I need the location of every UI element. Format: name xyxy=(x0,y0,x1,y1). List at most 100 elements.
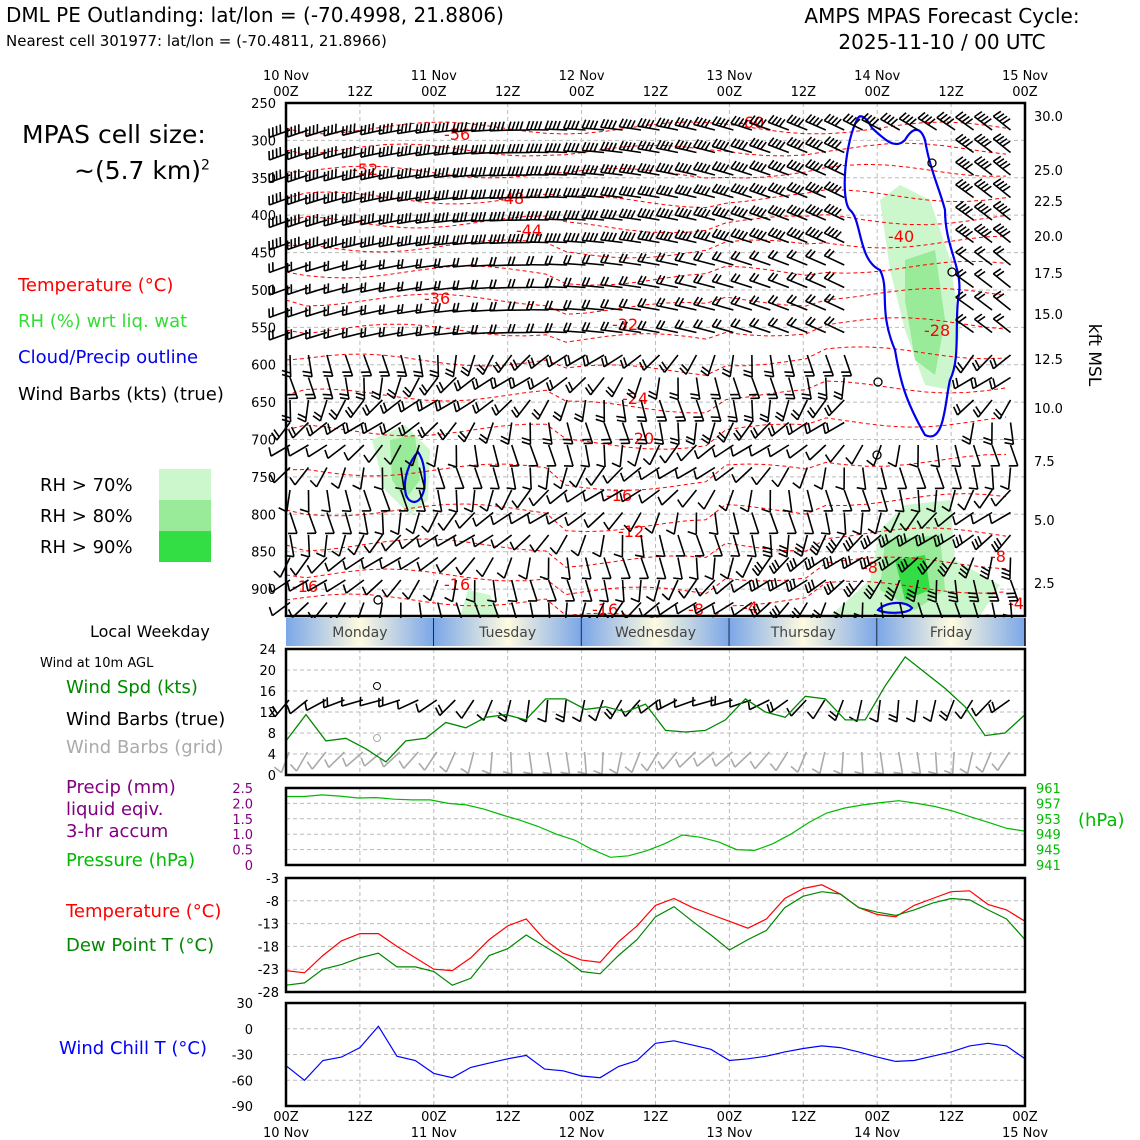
wind-barb xyxy=(287,286,309,296)
wind-barb xyxy=(752,273,760,283)
wind-barb-grid xyxy=(693,757,698,767)
wind-barb xyxy=(360,328,363,338)
wind-barb xyxy=(807,422,812,432)
wind-barb xyxy=(319,399,328,422)
wind-barb xyxy=(563,127,586,131)
wind-barb xyxy=(545,358,550,368)
legend-windchill: Wind Chill T (°C) xyxy=(59,1038,207,1059)
wind-barb xyxy=(973,296,993,311)
wind-barb xyxy=(634,444,642,467)
wind-barb xyxy=(661,593,670,601)
wind-barb xyxy=(519,121,524,131)
temperature-contour-label: -60 xyxy=(738,113,764,132)
wind-barb xyxy=(452,302,456,313)
wind-barb xyxy=(659,253,666,262)
wind-barb xyxy=(312,601,328,621)
wind-barb xyxy=(805,187,827,199)
wind-barb xyxy=(531,412,539,420)
wind-barb xyxy=(829,555,833,565)
wind-barb xyxy=(665,529,675,535)
wind-barb xyxy=(943,557,956,577)
wind-barb xyxy=(762,553,772,558)
wind-barb xyxy=(305,447,310,458)
wind-barb xyxy=(730,122,753,131)
wind-barb xyxy=(349,236,352,246)
wind-barb xyxy=(562,299,568,309)
wind-barb xyxy=(583,519,589,528)
wind-barb xyxy=(584,579,593,602)
wind-barb-grid xyxy=(523,771,533,775)
wind-barb xyxy=(513,354,531,372)
wind-barb xyxy=(397,560,402,570)
wind-barb xyxy=(642,601,661,618)
wind-barb xyxy=(704,164,711,173)
wind-barb xyxy=(692,183,700,193)
wind-barb xyxy=(626,119,632,129)
wind-barb-grid xyxy=(819,751,826,774)
wind-barb xyxy=(812,139,820,148)
wind-barb xyxy=(347,547,355,556)
wind-barb xyxy=(607,232,614,242)
wind-barb-10m xyxy=(938,714,947,722)
wind-barb xyxy=(973,228,993,244)
wind-barb xyxy=(603,354,623,368)
wind-barb xyxy=(379,196,402,203)
wind-barb xyxy=(434,286,457,291)
wind-barb xyxy=(344,421,365,435)
wind-barb xyxy=(360,260,363,270)
wind-barb xyxy=(704,231,711,241)
wind-barb xyxy=(955,229,975,244)
wind-barb-grid xyxy=(934,751,938,775)
wind-barb xyxy=(363,327,367,337)
wind-barb xyxy=(618,253,624,263)
wind-barb xyxy=(961,205,970,213)
wind-barb-grid xyxy=(966,751,974,774)
temperature-contour-label: -16 xyxy=(292,577,318,596)
wind-barb xyxy=(556,620,566,626)
wind-barb xyxy=(470,279,475,290)
wind-barb xyxy=(712,235,734,244)
wind-barb xyxy=(805,271,813,280)
wind-barb xyxy=(644,119,651,128)
wind-barb xyxy=(585,209,591,219)
wind-barb xyxy=(659,320,666,330)
wind-barb xyxy=(404,168,408,178)
wind-barb xyxy=(269,219,291,229)
wind-barb xyxy=(360,283,363,293)
wind-barb-grid xyxy=(897,751,904,774)
wind-barb xyxy=(863,591,871,600)
wind-barb xyxy=(786,316,794,325)
wind-barb xyxy=(510,511,531,525)
wind-barb xyxy=(752,228,760,238)
wind-barb xyxy=(674,139,681,148)
wind-barb xyxy=(774,601,790,620)
wind-barb xyxy=(382,281,386,292)
top-axis-hour: 00Z xyxy=(717,85,743,100)
wind-barb xyxy=(955,161,975,176)
wind-barb-grid xyxy=(696,751,715,767)
wind-barb xyxy=(587,615,596,624)
wind-barb xyxy=(733,432,740,441)
wind-barb xyxy=(478,121,483,132)
wind-barb xyxy=(842,119,864,131)
wind-barb-grid xyxy=(975,765,983,773)
wind-barb xyxy=(268,583,273,593)
wind-barb xyxy=(481,557,494,578)
wind-barb-10m xyxy=(594,699,604,721)
wind-barb xyxy=(714,601,734,615)
wind-barb xyxy=(674,214,697,221)
wind-barb xyxy=(641,359,648,368)
wind-barb-grid xyxy=(311,751,327,770)
wind-barb xyxy=(730,606,735,616)
wind-barb xyxy=(566,354,587,367)
wind-barb xyxy=(964,140,974,148)
wind-barb xyxy=(544,210,550,220)
wind-barb xyxy=(287,309,309,318)
wind-barb xyxy=(644,209,651,218)
wind-barb xyxy=(734,116,741,126)
wind-barb xyxy=(804,560,809,571)
wind-barb xyxy=(815,141,824,149)
wind-barb xyxy=(704,575,714,581)
wind-barb xyxy=(512,359,519,369)
wind-barb xyxy=(974,538,980,548)
